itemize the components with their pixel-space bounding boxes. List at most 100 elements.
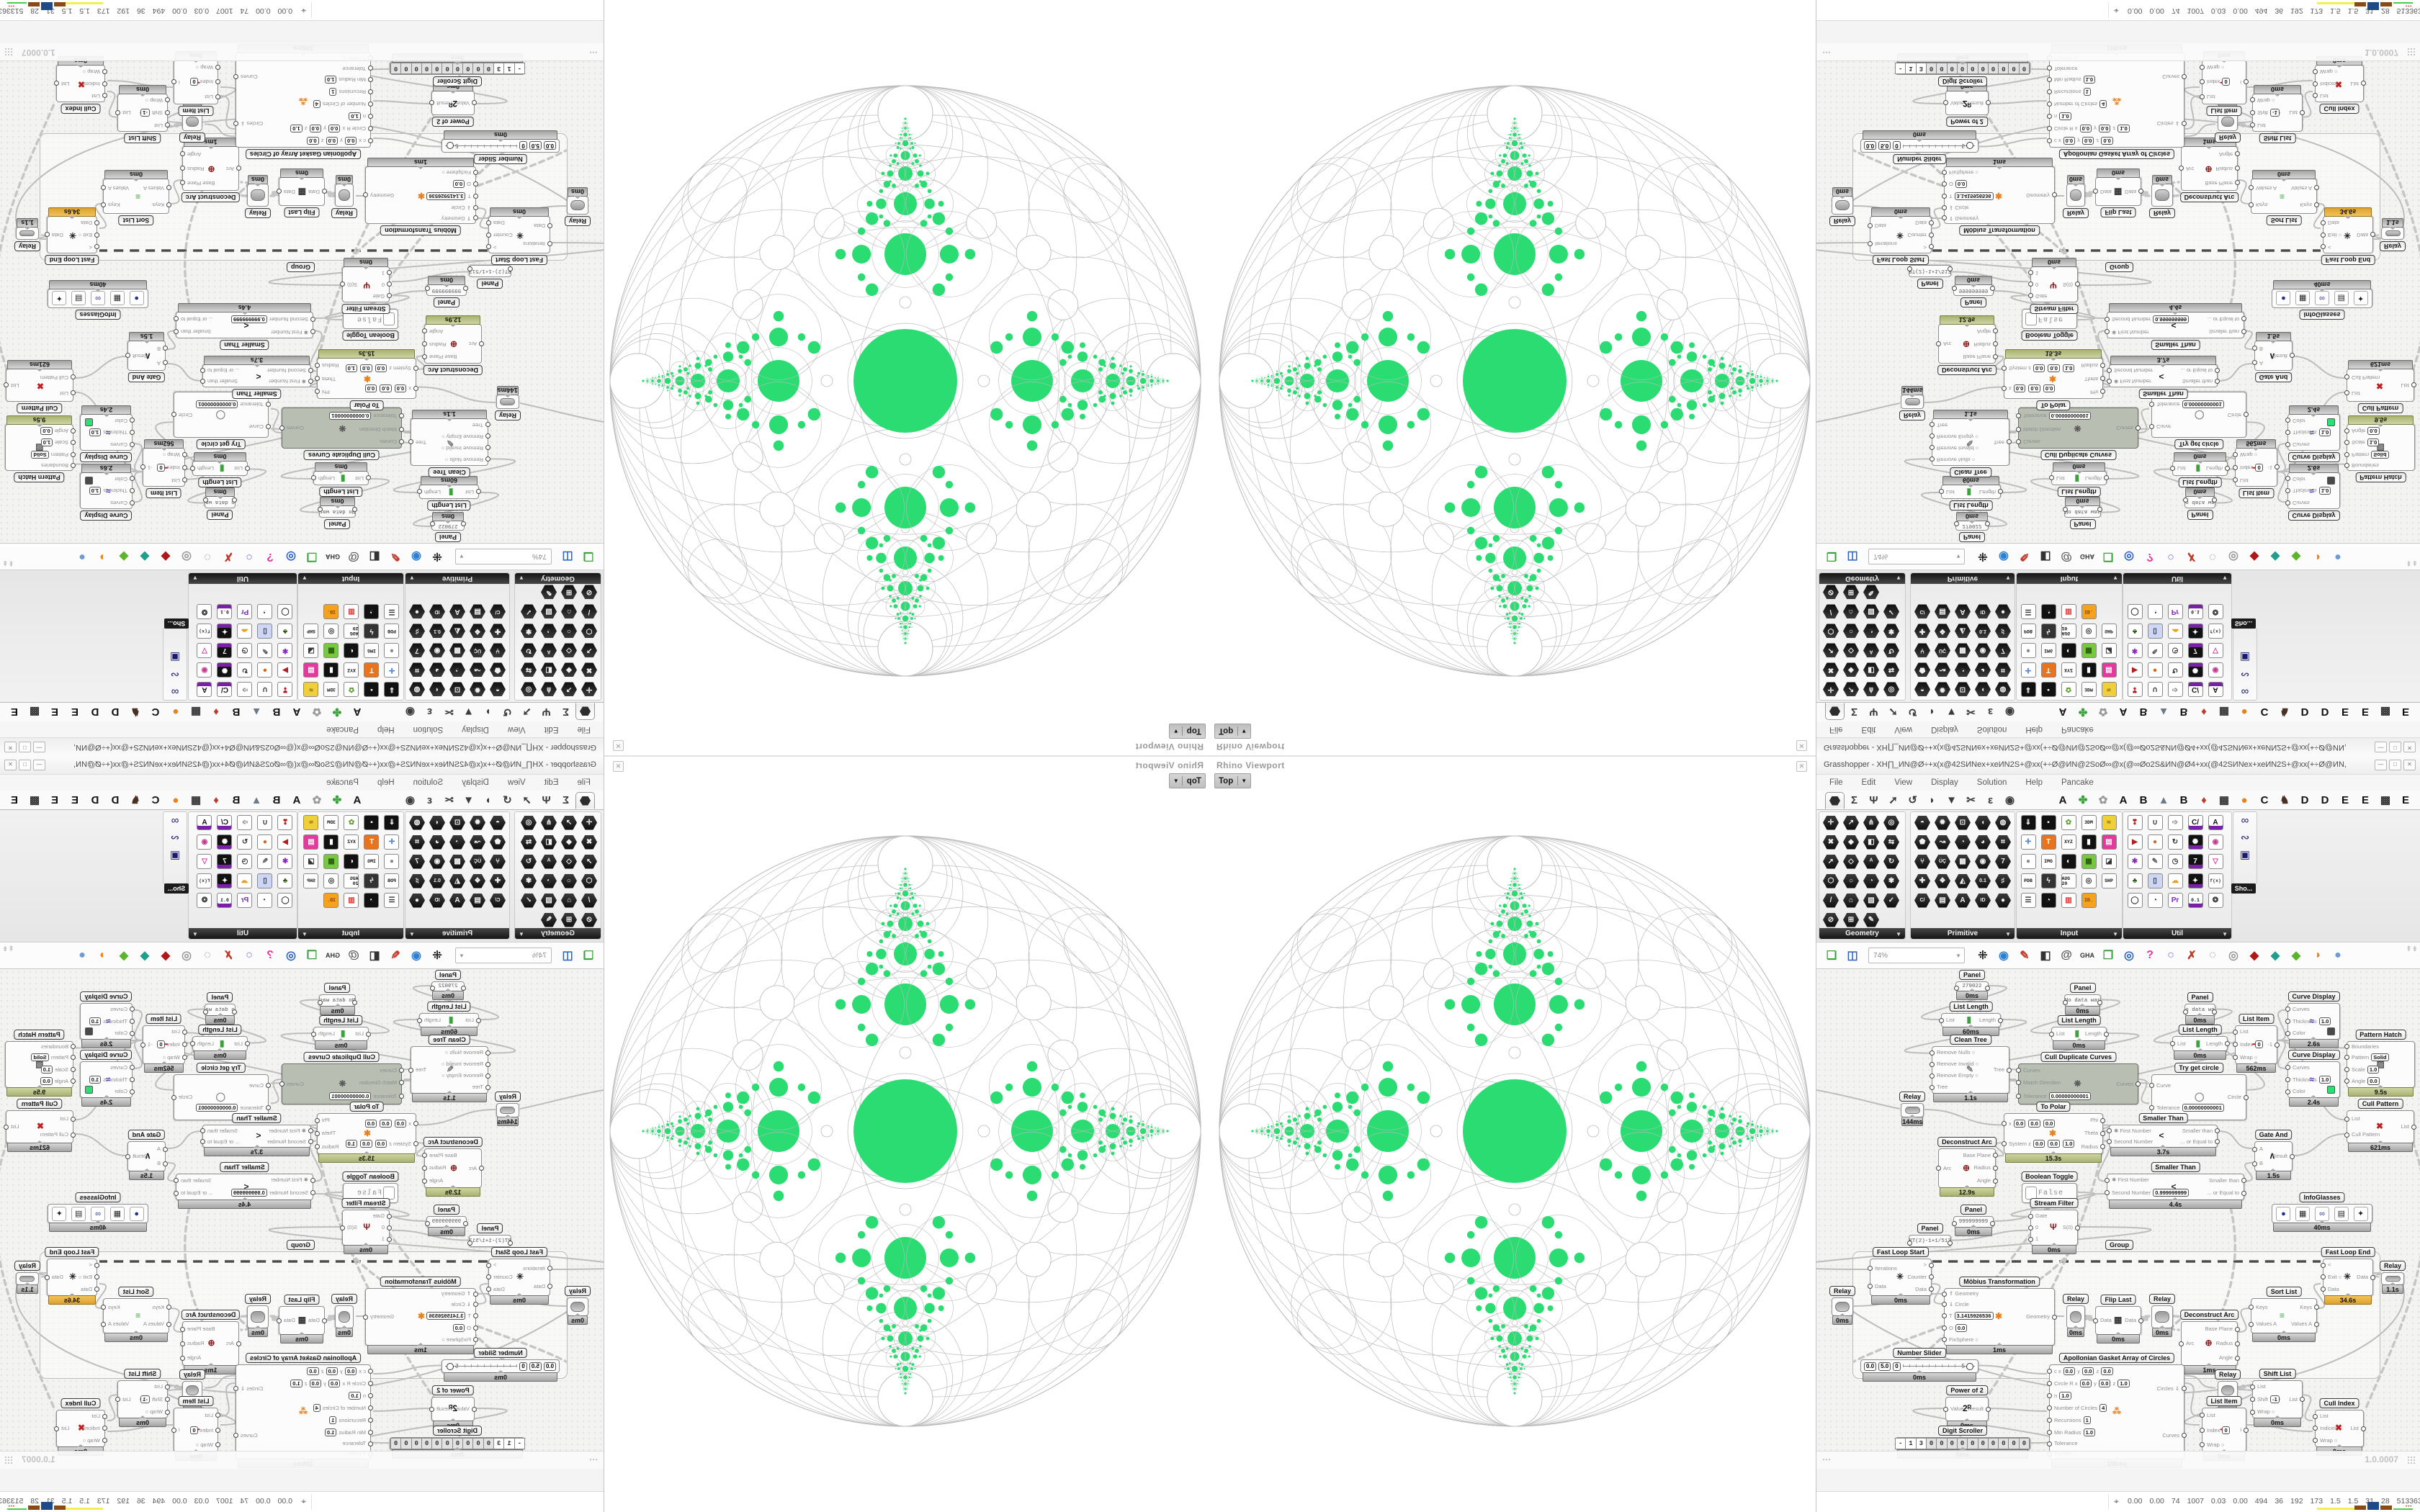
gh-node-curve-display[interactable]: Curve Display 2.6s Curves Thickness 1.0 Colo… — [2285, 991, 2340, 1048]
component-icon[interactable]: ✓ — [520, 603, 537, 621]
exit-icon[interactable]: ◧ — [369, 550, 380, 562]
category-tab[interactable]: Ψ — [1869, 793, 1878, 806]
component-icon[interactable]: ⌂ — [1842, 603, 1860, 621]
menu-item-solution[interactable]: Solution — [1976, 725, 2007, 734]
plugin-tab[interactable]: D — [2300, 793, 2309, 806]
window-icon[interactable]: ❐ — [2102, 550, 2114, 562]
preview-icon[interactable]: ◉ — [411, 950, 421, 962]
gh-node-cull-index[interactable]: Cull Index0msListIndicesWrap ○List✖ — [54, 1398, 107, 1456]
component-icon[interactable]: ⌗ — [1994, 661, 2012, 679]
component-icon[interactable]: PDB — [383, 872, 400, 890]
sphere-blue-icon[interactable]: ● — [2334, 551, 2341, 563]
component-icon[interactable]: ▧ — [540, 891, 557, 909]
component-icon[interactable]: ≈ — [302, 814, 320, 832]
sphere-blue-icon[interactable]: ● — [79, 949, 86, 961]
component-icon[interactable]: ❣ — [277, 814, 294, 832]
gh-node-fast-loop-start[interactable]: Fast Loop Start 0ms Iterations Data > Counter… — [486, 207, 552, 265]
gh-node-panel[interactable]: Panel 0ms 279022 — [430, 970, 466, 1000]
component-icon[interactable]: ⊘ — [581, 583, 598, 601]
component-icon[interactable]: ✾ — [520, 622, 537, 640]
gh-node-panel[interactable]: Panel 0ms 279022 — [430, 512, 466, 542]
component-icon[interactable]: ➚ — [1822, 642, 1839, 660]
component-icon[interactable]: ✱ — [2126, 642, 2143, 660]
digit-cell[interactable]: 0 — [431, 1438, 443, 1449]
digit-cell[interactable]: - — [514, 63, 525, 74]
save-icon[interactable]: ◫ — [1847, 950, 1858, 962]
component-icon[interactable]: Pr — [2166, 603, 2184, 621]
gh-node-m-bius-transformation[interactable]: Möbius Transformation 1ms ⇑ Geometry ⇓ Circ… — [363, 1277, 478, 1354]
component-icon[interactable]: ▦ — [323, 642, 340, 660]
component-icon[interactable]: ÜÇ — [1934, 642, 1951, 660]
gh-node-relay[interactable]: Relay 1.1s — [2379, 218, 2406, 251]
gh-node-apollonian-gasket-array-of-circles[interactable]: Apollonian Gasket Array of Circles106msc… — [2047, 44, 2187, 159]
component-icon[interactable]: SHP — [2100, 872, 2118, 890]
gh-node-panel[interactable]: Panel(SQRT(2)-1+1/512)*1 — [467, 265, 513, 289]
component-icon[interactable]: ● — [1994, 603, 2012, 621]
menu-item-solution[interactable]: Solution — [1976, 778, 2007, 787]
component-icon[interactable]: ▪ — [2040, 814, 2057, 832]
palette-label[interactable]: Geometry ▼ — [515, 573, 601, 584]
component-icon[interactable]: A — [1954, 891, 1971, 909]
component-icon[interactable]: ✛ — [2020, 833, 2037, 851]
menu-item-help[interactable]: Help — [377, 778, 395, 787]
component-icon[interactable]: ◓ — [489, 814, 506, 832]
gh-node-smaller-than[interactable]: Smaller Than 4.4s ✱ First Number Second Num… — [174, 1162, 315, 1209]
gh-node-list-length[interactable]: List Length 0ms List Length ▮ — [190, 1025, 250, 1060]
gh-node-stream-filter[interactable]: Stream Filter 0ms Gate 0 1 S(0) Ψ — [2028, 258, 2080, 314]
component-icon[interactable]: ✹ — [469, 680, 486, 698]
component-icon[interactable]: ↝ — [1934, 661, 1951, 679]
gh-node-relay[interactable]: Relay 1.1s — [2379, 1261, 2406, 1294]
gh-node-smaller-than[interactable]: Smaller Than 3.7s ✱ First Number Second Num… — [2107, 356, 2220, 399]
component-icon[interactable]: ▯ — [256, 872, 274, 890]
component-icon[interactable]: C/ — [216, 814, 233, 832]
component-icon[interactable]: ✿ — [2060, 680, 2077, 698]
component-icon[interactable]: ● — [383, 852, 400, 870]
component-icon[interactable]: PDB — [383, 622, 400, 640]
gh-node-smaller-than[interactable]: Smaller Than 3.7s ✱ First Number Second Num… — [200, 1113, 313, 1156]
digit-cell[interactable]: 0 — [1998, 1438, 2009, 1449]
component-icon[interactable]: ᴬ — [540, 642, 557, 660]
digit-cell[interactable]: - — [1895, 63, 1906, 74]
digit-cell[interactable]: 0 — [2018, 63, 2030, 74]
component-icon[interactable]: ☁ — [236, 872, 254, 890]
component-icon[interactable]: ◔ — [1954, 833, 1971, 851]
category-tab[interactable] — [1825, 703, 1845, 720]
component-icon[interactable]: ◔ — [540, 622, 557, 640]
component-icon[interactable]: ∾ — [170, 832, 180, 844]
digit-cell[interactable]: 0 — [1936, 63, 1948, 74]
component-icon[interactable]: ❣ — [2126, 680, 2143, 698]
component-icon[interactable]: C/ — [1914, 603, 1931, 621]
component-icon[interactable]: ○ — [1842, 622, 1860, 640]
component-icon[interactable]: ▦ — [2080, 852, 2097, 870]
component-icon[interactable]: ✱ — [277, 852, 294, 870]
menu-item-file[interactable]: File — [1829, 778, 1843, 787]
plugin-tab[interactable]: ✿ — [2098, 706, 2108, 718]
component-icon[interactable]: ◓ — [1914, 814, 1931, 832]
digit-cell[interactable]: 0 — [1936, 1438, 1948, 1449]
gh-node-list-length[interactable]: List Length 60ms List Length ▮ — [1939, 1002, 2003, 1036]
menu-item-help[interactable]: Help — [2025, 778, 2043, 787]
plugin-tab[interactable]: ▩ — [2380, 794, 2391, 806]
slider-value-chip[interactable]: 0.0 — [1864, 1362, 1877, 1371]
component-icon[interactable]: ⊘ — [1822, 583, 1839, 601]
plugin-tab[interactable]: D — [2300, 706, 2309, 719]
component-icon[interactable]: IMG — [363, 852, 380, 870]
component-icon[interactable]: ♯ — [408, 872, 426, 890]
gh-node-try-get-circle[interactable]: Try get circle Curve Tolerance 0.000000000… — [2149, 1063, 2249, 1120]
sketch-icon[interactable]: ✎ — [390, 950, 400, 962]
component-icon[interactable]: ▶ — [2126, 661, 2143, 679]
grasshopper-titlebar[interactable]: Grasshopper - XH∏_ИN@Ø÷+x(x@42SИNex+xeИN… — [1816, 756, 2420, 775]
resize-grip-icon[interactable] — [4, 48, 13, 56]
gh-node-m-bius-transformation[interactable]: Möbius Transformation 1ms ⇑ Geometry ⇓ Circ… — [363, 158, 478, 235]
component-icon[interactable]: Pr — [236, 603, 254, 621]
component-icon[interactable]: ✛ — [1822, 680, 1839, 698]
component-icon[interactable]: ♯ — [1994, 872, 2012, 890]
infoglasses-icon[interactable]: ● — [129, 291, 144, 306]
